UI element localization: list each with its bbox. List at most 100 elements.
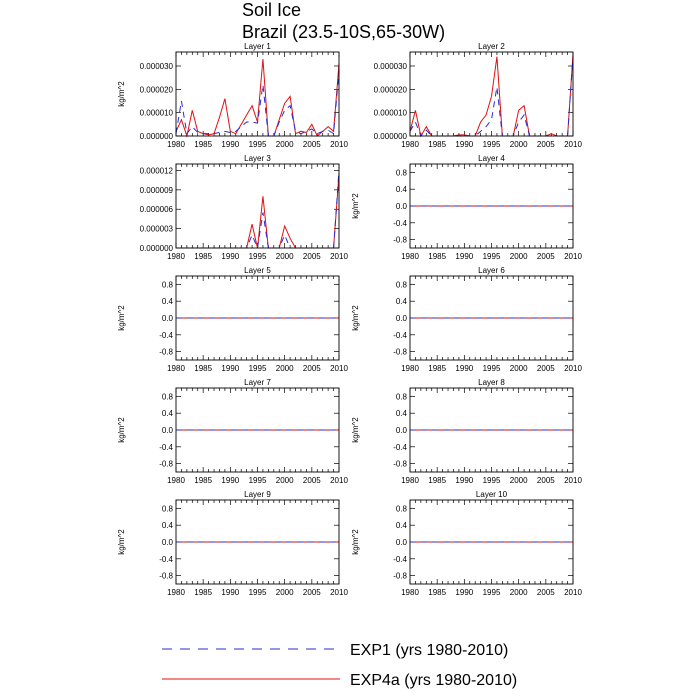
layer-1-xtick-label: 1985	[194, 140, 212, 149]
layer-7-xtick-label: 1980	[167, 476, 185, 485]
layer-9-panel: Layer 9 kg/m^2 1980 1985 1990 1995 2000 2005 201…	[117, 490, 348, 597]
layer-7-ytick-label: 0.0	[162, 426, 174, 435]
figure-subtitle: Brazil (23.5-10S,65-30W)	[242, 22, 445, 42]
layer-7-ytick-label: 0.8	[162, 392, 174, 401]
layer-10-xtick-label: 1990	[455, 588, 473, 597]
layer-2-xtick-label: 1980	[401, 140, 419, 149]
layer-8-title: Layer 8	[478, 378, 505, 387]
layer-5-ytick-label: -0.4	[159, 331, 173, 340]
layer-9-ytick-label: 0.0	[162, 538, 174, 547]
layer-3-xtick-label: 2000	[276, 252, 294, 261]
layer-3-xtick-label: 2005	[303, 252, 321, 261]
layer-7-xtick-label: 2005	[303, 476, 321, 485]
layer-6-xtick-label: 1995	[483, 364, 501, 373]
layer-5-ytick-label: 0.4	[162, 297, 174, 306]
layer-6-ytick-label: -0.8	[393, 348, 407, 357]
layer-4-ylabel: kg/m^2	[351, 193, 360, 219]
layer-5-title: Layer 5	[244, 266, 271, 275]
layer-8-ytick-label: 0.4	[396, 409, 408, 418]
layer-5-xtick-label: 1980	[167, 364, 185, 373]
layer-10-xtick-label: 2005	[537, 588, 555, 597]
layer-2-xtick-label: 1990	[455, 140, 473, 149]
layer-8-ylabel: kg/m^2	[351, 417, 360, 443]
layer-1-series-exp4a	[175, 58, 340, 138]
layer-6-ytick-label: -0.4	[393, 331, 407, 340]
layer-5-panel: Layer 5 kg/m^2 1980 1985 1990 1995 2000 2005 201…	[117, 266, 348, 373]
layer-2-panel: Layer 2 1980 1985 1990 1995 2000 2005 2010 0.000…	[374, 42, 583, 149]
layer-10-title: Layer 10	[476, 490, 508, 499]
layer-4-xtick-label: 2010	[564, 252, 582, 261]
layer-4-frame	[409, 163, 574, 249]
layer-10-ytick-label: -0.4	[393, 555, 407, 564]
layer-5-xtick-label: 1995	[249, 364, 267, 373]
layer-1-ytick-label: 0.000010	[140, 109, 174, 118]
layer-3-ytick-label: 0.000009	[140, 186, 174, 195]
layer-6-xtick-label: 2000	[510, 364, 528, 373]
layer-2-xtick-label: 1985	[428, 140, 446, 149]
layer-10-panel: Layer 10 kg/m^2 1980 1985 1990 1995 2000 2005 20…	[351, 490, 582, 597]
layer-1-ylabel: kg/m^2	[117, 81, 126, 107]
layer-8-ytick-label: 0.8	[396, 392, 408, 401]
layer-10-ytick-label: 0.0	[396, 538, 408, 547]
layer-9-xtick-label: 2000	[276, 588, 294, 597]
layer-3-xtick-label: 1980	[167, 252, 185, 261]
layer-3-xtick-label: 2010	[330, 252, 348, 261]
layer-9-ytick-label: 0.4	[162, 521, 174, 530]
layer-3-ytick-label: 0.000003	[140, 225, 174, 234]
layer-4-xtick-label: 2005	[537, 252, 555, 261]
layer-5-ytick-label: 0.0	[162, 314, 174, 323]
layer-2-title: Layer 2	[478, 42, 505, 51]
layer-6-xtick-label: 2010	[564, 364, 582, 373]
layer-5-ylabel: kg/m^2	[117, 305, 126, 331]
layer-5-xtick-label: 2000	[276, 364, 294, 373]
legend-label-exp4a: EXP4a (yrs 1980-2010)	[350, 672, 517, 689]
layer-2-xtick-label: 1995	[483, 140, 501, 149]
layer-2-ytick-label: 0.000020	[374, 85, 408, 94]
layer-1-title: Layer 1	[244, 42, 271, 51]
layer-6-xtick-label: 1990	[455, 364, 473, 373]
layer-4-xtick-label: 1995	[483, 252, 501, 261]
panel-grid: Layer 1 kg/m^2 1980 1985 1990 1995 2000 2005 201…	[117, 42, 582, 597]
layer-6-frame	[409, 275, 574, 361]
layer-3-panel: Layer 3 1980 1985 1990 1995 2000 2005 2010 0.000…	[140, 154, 349, 261]
layer-3-title: Layer 3	[244, 154, 271, 163]
layer-9-xtick-label: 1990	[221, 588, 239, 597]
layer-7-ytick-label: -0.4	[159, 443, 173, 452]
layer-8-ytick-label: -0.8	[393, 460, 407, 469]
layer-10-xtick-label: 1995	[483, 588, 501, 597]
layer-2-xtick-label: 2000	[510, 140, 528, 149]
layer-6-panel: Layer 6 kg/m^2 1980 1985 1990 1995 2000 2005 201…	[351, 266, 582, 373]
layer-5-ytick-label: 0.8	[162, 280, 174, 289]
layer-8-xtick-label: 2000	[510, 476, 528, 485]
layer-10-frame	[409, 499, 574, 585]
layer-6-ylabel: kg/m^2	[351, 305, 360, 331]
layer-7-xtick-label: 1990	[221, 476, 239, 485]
layer-10-xtick-label: 1985	[428, 588, 446, 597]
layer-7-ylabel: kg/m^2	[117, 417, 126, 443]
layer-9-xtick-label: 1985	[194, 588, 212, 597]
legend: EXP1 (yrs 1980-2010) EXP4a (yrs 1980-201…	[162, 642, 517, 689]
layer-6-xtick-label: 2005	[537, 364, 555, 373]
layer-1-xtick-label: 2000	[276, 140, 294, 149]
layer-9-frame	[175, 499, 340, 585]
layer-6-ytick-label: 0.8	[396, 280, 408, 289]
layer-9-ytick-label: 0.8	[162, 504, 174, 513]
layer-5-frame	[175, 275, 340, 361]
layer-1-panel: Layer 1 kg/m^2 1980 1985 1990 1995 2000 2005 201…	[117, 42, 348, 149]
layer-10-ytick-label: 0.4	[396, 521, 408, 530]
layer-4-ytick-label: -0.4	[393, 219, 407, 228]
layer-7-ytick-label: 0.4	[162, 409, 174, 418]
layer-7-frame	[175, 387, 340, 473]
layer-3-frame	[175, 163, 340, 249]
layer-3-xtick-label: 1995	[249, 252, 267, 261]
layer-8-xtick-label: 2005	[537, 476, 555, 485]
layer-7-xtick-label: 1985	[194, 476, 212, 485]
layer-4-ytick-label: 0.4	[396, 185, 408, 194]
layer-5-xtick-label: 2010	[330, 364, 348, 373]
layer-8-ytick-label: 0.0	[396, 426, 408, 435]
layer-10-xtick-label: 1980	[401, 588, 419, 597]
layer-9-xtick-label: 2010	[330, 588, 348, 597]
layer-3-ytick-label: 0.000000	[140, 244, 174, 253]
layer-6-title: Layer 6	[478, 266, 505, 275]
